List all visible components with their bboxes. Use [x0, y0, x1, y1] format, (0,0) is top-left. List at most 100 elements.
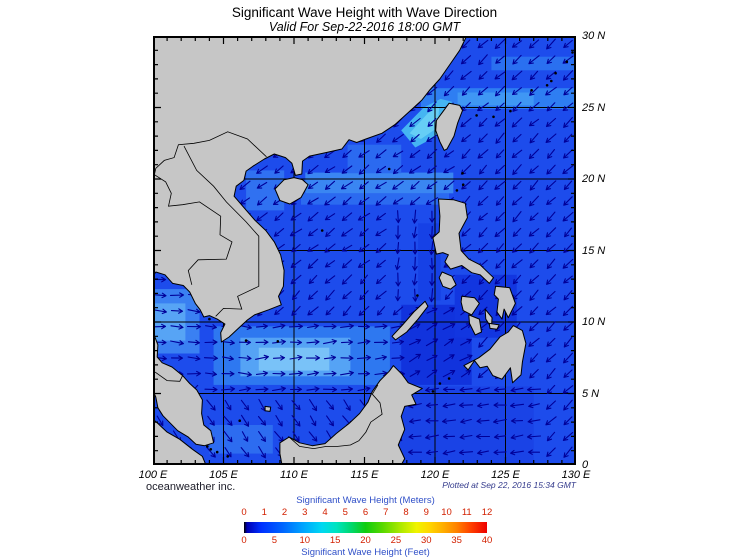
legend-title-feet: Significant Wave Height (Feet) — [301, 547, 430, 558]
country-border — [183, 145, 260, 317]
legend-feet-value: 5 — [271, 535, 278, 546]
small-island — [226, 455, 229, 458]
map-canvas — [153, 36, 576, 465]
small-island — [545, 84, 549, 87]
landmass — [153, 331, 215, 447]
small-island — [387, 167, 391, 171]
credit-text: oceanweather inc. — [146, 481, 236, 493]
page-title: Significant Wave Height with Wave Direct… — [231, 5, 498, 20]
legend-feet-value: 25 — [390, 535, 402, 546]
sea-shade-nscs-band-low — [301, 193, 449, 205]
legend-meters-value: 6 — [362, 507, 369, 518]
legend-meters-value: 9 — [423, 507, 429, 518]
small-island — [475, 114, 478, 117]
small-island — [492, 115, 495, 119]
y-axis-label: 25 N — [582, 101, 606, 114]
landmass — [279, 365, 423, 465]
legend-feet-value: 35 — [451, 535, 462, 546]
small-island — [438, 382, 442, 385]
axis-ticks — [154, 37, 575, 464]
y-axis-label: 20 N — [582, 173, 606, 185]
map-frame — [153, 36, 576, 465]
landmass — [488, 322, 500, 330]
landmass — [460, 295, 480, 316]
sea-shade-ryukyu-band-core — [457, 92, 534, 106]
small-island — [565, 60, 569, 63]
small-island — [530, 89, 533, 92]
header: Significant Wave Height with Wave Direct… — [153, 5, 576, 34]
legend-meters-value: 11 — [461, 507, 472, 518]
x-axis-label: 100 E — [138, 469, 168, 481]
legend-feet-value: 40 — [481, 535, 493, 546]
small-island — [238, 419, 241, 423]
legend-meters-value: 0 — [241, 507, 247, 518]
small-island — [244, 339, 248, 342]
legend-feet-value: 30 — [420, 535, 432, 546]
landmass — [274, 177, 309, 205]
x-axis-label: 115 E — [350, 469, 379, 481]
small-island — [208, 317, 211, 321]
landmass — [391, 300, 429, 341]
small-island — [461, 172, 464, 175]
landmass — [468, 314, 482, 336]
landmass — [264, 405, 272, 412]
plotted-at-text: Plotted at Sep 22, 2016 15:34 GMT — [442, 480, 576, 490]
valid-time-subtitle: Valid For Sep-22-2016 18:00 GMT — [268, 20, 461, 34]
legend-meters-value: 4 — [322, 507, 328, 518]
country-border — [288, 384, 383, 450]
legend-feet-value: 0 — [241, 535, 247, 546]
legend-meters-value: 3 — [302, 507, 308, 518]
y-axis-label: 5 N — [582, 387, 600, 400]
y-axis-label: 15 N — [582, 244, 606, 257]
small-island — [276, 340, 280, 343]
x-axis-label: 105 E — [209, 469, 238, 481]
small-island — [320, 229, 324, 232]
colorbar — [244, 522, 487, 533]
country-border — [154, 131, 267, 175]
landmass — [493, 285, 516, 320]
legend-meters-value: 10 — [441, 507, 452, 518]
y-axis-label: 0 — [582, 459, 589, 471]
sea-shade-ne-corner-band — [491, 56, 576, 71]
legend-meters-value: 2 — [281, 507, 288, 518]
x-axis-label: 130 E — [561, 469, 591, 481]
legend-meters-value: 12 — [481, 507, 493, 518]
legend-meters-value: 7 — [383, 507, 389, 518]
legend-meters-value: 5 — [342, 507, 348, 518]
legend-title-meters: Significant Wave Height (Meters) — [296, 495, 435, 506]
small-island — [447, 377, 451, 380]
small-island — [416, 294, 419, 297]
landmass — [435, 102, 463, 151]
legend-feet-value: 20 — [360, 535, 371, 546]
x-axis-label: 110 E — [280, 469, 308, 481]
sea-shade-nscs-band — [305, 172, 454, 194]
small-island — [461, 183, 465, 186]
small-island — [209, 448, 213, 451]
country-border — [154, 174, 233, 285]
sea-shade-se-of-hongkong — [347, 144, 402, 174]
landmass — [153, 36, 468, 343]
x-axis-label: 125 E — [491, 469, 520, 481]
landmass — [463, 325, 527, 384]
legend-meters-value: 1 — [261, 507, 267, 518]
small-island — [215, 450, 219, 454]
y-axis-label: 10 N — [582, 316, 606, 328]
small-island — [554, 71, 557, 75]
legend-feet-value: 15 — [329, 535, 341, 546]
legend-meters-value: 8 — [403, 507, 409, 518]
small-island — [571, 51, 574, 54]
small-island — [455, 189, 459, 192]
y-axis-label: 30 N — [582, 30, 606, 42]
country-border — [154, 371, 183, 382]
x-axis-label: 120 E — [420, 469, 450, 481]
small-island — [550, 79, 553, 83]
small-island — [431, 390, 435, 393]
legend-feet-value: 10 — [299, 535, 311, 546]
landmass — [432, 198, 494, 284]
landmass — [438, 271, 457, 290]
small-island — [509, 109, 512, 113]
map-svg — [153, 36, 576, 465]
small-island — [206, 445, 209, 448]
sea-shade-taiwan-strait-core — [409, 106, 440, 139]
